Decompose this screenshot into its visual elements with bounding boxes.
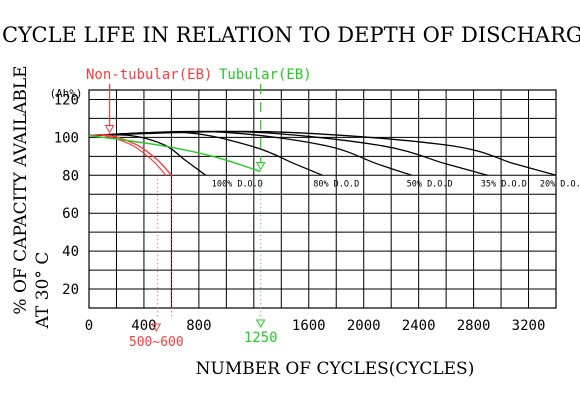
x-tick-label: 2400: [402, 318, 436, 334]
y-tick-label: 100: [54, 130, 79, 146]
x-tick-label: 800: [186, 318, 211, 334]
non-tubular-range-label: 500~600: [129, 335, 184, 350]
chart-title: CYCLE LIFE IN RELATION TO DEPTH OF DISCH…: [2, 23, 580, 47]
non-tubular-label: Non-tubular(EB): [86, 67, 212, 83]
dod-label: 35% D.O.D: [481, 179, 527, 189]
tubular-marker: [255, 319, 266, 329]
plot-grid: [88, 89, 557, 309]
x-tick-label: 2000: [347, 318, 381, 334]
y-axis-label-line2: AT 30° C: [33, 252, 53, 330]
y-tick-label: 60: [62, 206, 79, 222]
series-line: [88, 130, 557, 176]
x-tick-label: 3200: [512, 318, 546, 334]
x-tick-labels: 0 400 800 1600 2000 2400 2800 3200: [85, 318, 546, 334]
y-tick-label: 20: [62, 282, 79, 298]
y-tick-labels: 20 40 60 80 100 120: [54, 92, 79, 298]
series-line: [88, 134, 167, 176]
y-axis-label: % OF CAPACITY AVAILABLE AT 30° C: [11, 65, 53, 329]
annotations: Non-tubular(EB) 500~600 Tubular(EB) 1250: [86, 67, 312, 350]
y-axis-label-line1: % OF CAPACITY AVAILABLE: [11, 65, 31, 314]
y-tick-label: 120: [54, 92, 79, 108]
x-tick-label: 1600: [292, 318, 326, 334]
dod-label: 50% D.O.D: [407, 179, 453, 189]
x-tick-label: 0: [85, 318, 93, 334]
x-tick-label: 2800: [457, 318, 491, 334]
plot-frame: [88, 89, 557, 309]
dod-label: 20% D.O.D: [540, 179, 580, 189]
series-lines: [88, 130, 557, 176]
x-axis-label: NUMBER OF CYCLES(CYCLES): [196, 359, 475, 379]
y-unit-label: (Ah%): [49, 87, 82, 100]
dod-label: 100% D.O.D: [212, 179, 263, 189]
non-tubular-arrowhead: [104, 124, 115, 134]
dod-labels: 100% D.O.D 80% D.O.D 50% D.O.D 35% D.O.D 20%…: [212, 179, 580, 189]
tubular-label: Tubular(EB): [219, 67, 312, 83]
dod-label: 80% D.O.D: [313, 179, 359, 189]
y-tick-label: 80: [62, 168, 79, 184]
y-tick-label: 40: [62, 244, 79, 260]
tubular-arrowhead: [255, 162, 266, 171]
series-line: [88, 134, 261, 173]
series-line: [88, 134, 207, 176]
non-tubular-marker: [151, 323, 162, 333]
x-tick-label: 400: [131, 318, 156, 334]
tubular-cycle-label: 1250: [244, 330, 278, 346]
